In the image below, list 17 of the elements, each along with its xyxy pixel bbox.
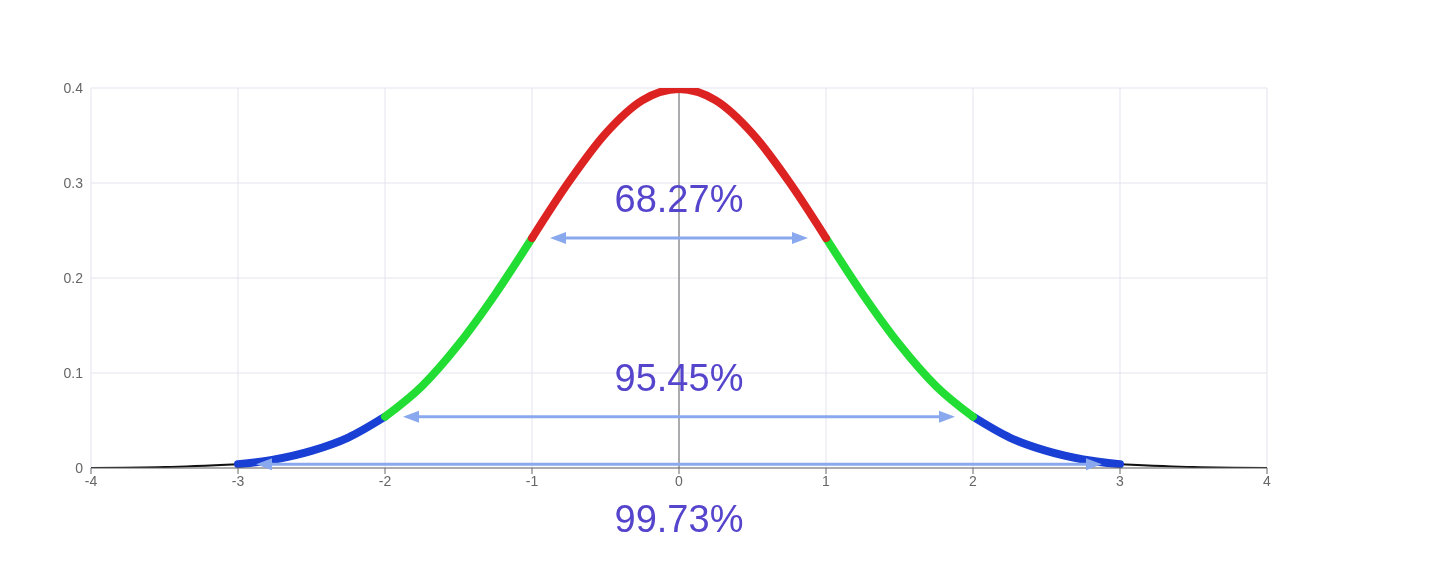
y-tick-label: 0.3 xyxy=(63,174,84,191)
y-tick-label: 0.4 xyxy=(63,79,84,96)
x-tick-label: 3 xyxy=(1116,472,1125,489)
x-tick-label: 4 xyxy=(1263,472,1272,489)
x-tick-label: -4 xyxy=(84,472,98,489)
x-tick-label: -3 xyxy=(231,472,245,489)
x-tick-label: -2 xyxy=(378,472,392,489)
x-tick-label: 0 xyxy=(675,472,684,489)
annotation: 99.73% xyxy=(614,498,744,541)
y-tick-label: 0.1 xyxy=(63,364,84,381)
y-tick-label: 0.2 xyxy=(63,269,84,286)
x-tick-label: 2 xyxy=(969,472,978,489)
x-tick-label: -1 xyxy=(525,472,539,489)
annotation: 68.27% xyxy=(614,178,744,221)
y-tick-label: 0 xyxy=(75,459,84,476)
annotation: 95.45% xyxy=(614,356,744,399)
x-tick-label: 1 xyxy=(822,472,831,489)
